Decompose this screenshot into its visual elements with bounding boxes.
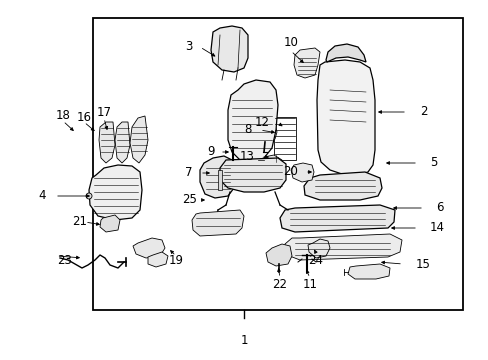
Polygon shape <box>210 26 247 72</box>
Circle shape <box>86 193 92 199</box>
Polygon shape <box>304 172 381 200</box>
Text: 18: 18 <box>56 109 70 122</box>
Text: 19: 19 <box>168 255 183 267</box>
Polygon shape <box>316 60 374 175</box>
Polygon shape <box>293 48 319 78</box>
Polygon shape <box>99 122 115 163</box>
Polygon shape <box>285 234 401 260</box>
Polygon shape <box>251 121 276 142</box>
Text: 7: 7 <box>185 166 193 180</box>
Polygon shape <box>265 244 291 266</box>
Text: 25: 25 <box>182 193 197 207</box>
Polygon shape <box>148 252 168 267</box>
Polygon shape <box>280 205 394 232</box>
Text: 21: 21 <box>72 216 87 229</box>
Text: 20: 20 <box>283 166 297 179</box>
Text: 5: 5 <box>429 157 436 170</box>
Text: 1: 1 <box>240 333 247 346</box>
Polygon shape <box>133 238 164 258</box>
Text: 16: 16 <box>76 112 91 125</box>
Polygon shape <box>130 116 148 163</box>
Polygon shape <box>347 264 389 279</box>
Text: 6: 6 <box>435 202 443 215</box>
Polygon shape <box>260 155 282 167</box>
Text: 4: 4 <box>38 189 45 202</box>
Polygon shape <box>220 158 285 192</box>
Polygon shape <box>307 239 329 258</box>
Polygon shape <box>290 163 313 182</box>
Text: 13: 13 <box>240 150 254 163</box>
Polygon shape <box>192 210 244 236</box>
Bar <box>93 18 462 310</box>
Text: 8: 8 <box>244 123 251 136</box>
Polygon shape <box>115 122 130 163</box>
Text: 15: 15 <box>415 257 430 270</box>
Text: 12: 12 <box>254 117 269 130</box>
Text: 9: 9 <box>207 145 215 158</box>
Text: 24: 24 <box>308 253 323 266</box>
Text: 17: 17 <box>96 107 111 120</box>
Polygon shape <box>227 80 278 162</box>
Polygon shape <box>100 215 120 232</box>
Text: 11: 11 <box>302 279 317 292</box>
Polygon shape <box>325 44 365 62</box>
Text: 14: 14 <box>429 221 444 234</box>
Polygon shape <box>89 165 142 220</box>
Polygon shape <box>200 156 235 198</box>
Text: 23: 23 <box>57 255 72 267</box>
Text: 2: 2 <box>419 105 427 118</box>
Bar <box>273 117 295 160</box>
Text: 10: 10 <box>283 36 298 49</box>
Bar <box>218 170 222 190</box>
Text: 3: 3 <box>185 40 193 54</box>
Text: 22: 22 <box>272 279 287 292</box>
